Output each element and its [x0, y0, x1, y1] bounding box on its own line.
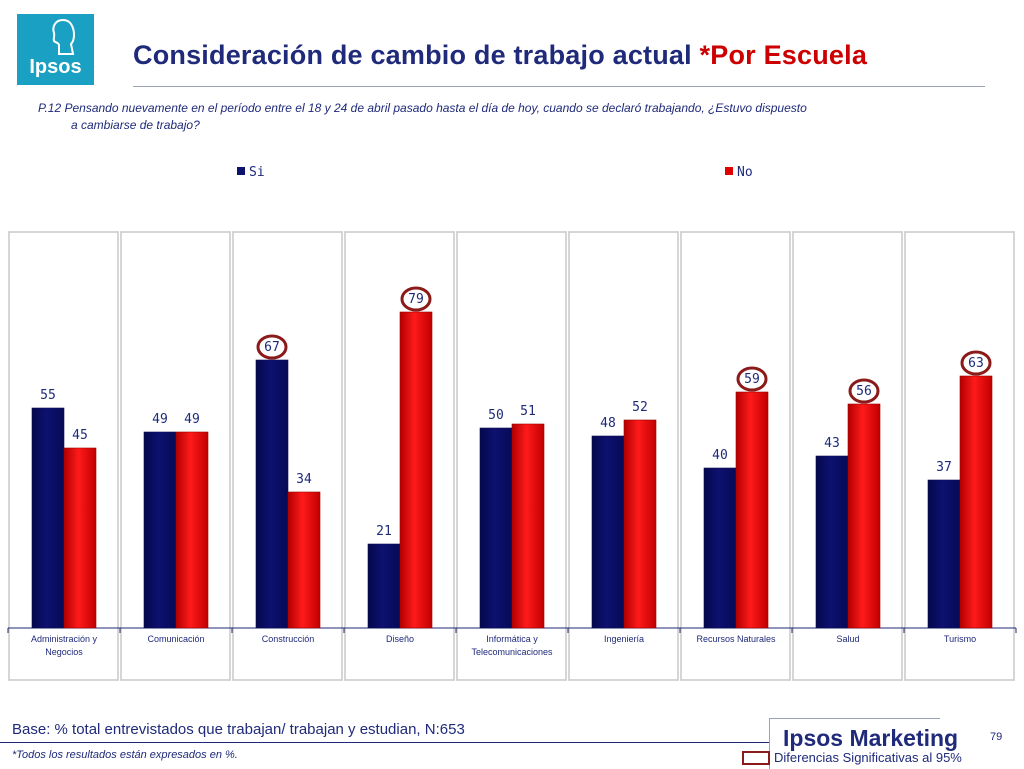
logo-text: Ipsos — [29, 56, 82, 78]
category-label: Negocios — [45, 647, 83, 657]
data-label-si: 55 — [40, 388, 56, 403]
data-label-no: 79 — [408, 292, 424, 307]
bar-si — [591, 435, 625, 629]
category-label: Salud — [836, 634, 859, 644]
data-label-si: 48 — [600, 416, 616, 431]
footer-divider — [0, 742, 770, 743]
bar-no — [847, 403, 881, 629]
question-line-2: a cambiarse de trabajo? — [71, 118, 200, 132]
bar-no — [175, 431, 209, 629]
category-panel — [456, 231, 567, 681]
category-label: Recursos Naturales — [696, 634, 776, 644]
category-label: Informática y — [486, 634, 538, 644]
question-line-1: P.12 Pensando nuevamente en el período e… — [38, 101, 807, 115]
category-label: Administración y — [31, 634, 98, 644]
head-silhouette-icon — [52, 18, 75, 55]
bar-no — [287, 491, 321, 629]
significance-circle — [960, 350, 992, 376]
data-label-si: 37 — [936, 460, 952, 475]
category-panel — [568, 231, 679, 681]
title-highlight: *Por Escuela — [699, 40, 868, 70]
category-panel — [680, 231, 791, 681]
bar-no — [399, 311, 433, 629]
title-divider — [133, 86, 985, 87]
category-label: Comunicación — [147, 634, 204, 644]
data-label-si: 49 — [152, 412, 168, 427]
data-label-no: 51 — [520, 404, 536, 419]
brand-name: Ipsos Marketing — [783, 725, 959, 751]
bar-si — [927, 479, 961, 629]
legend-swatch-si — [237, 167, 245, 175]
category-panel — [344, 231, 455, 681]
bar-si — [31, 407, 65, 629]
brand-box — [769, 718, 940, 769]
bar-si — [703, 467, 737, 629]
category-panel — [904, 231, 1015, 681]
significance-circle — [256, 334, 288, 360]
significance-circle — [848, 378, 880, 404]
bar-no — [735, 391, 769, 629]
results-note: *Todos los resultados están expresados e… — [12, 749, 238, 761]
significance-legend-marker — [742, 750, 770, 765]
category-panel — [232, 231, 343, 681]
bar-si — [479, 427, 513, 629]
legend-label-no: No — [737, 165, 753, 180]
category-label: Telecomunicaciones — [471, 647, 553, 657]
data-label-si: 67 — [264, 340, 280, 355]
base-note: Base: % total entrevistados que trabajan… — [12, 721, 465, 738]
significance-legend-label: Diferencias Significativas al 95% — [774, 750, 962, 765]
legend-label-si: Si — [249, 165, 265, 180]
ipsos-logo: Ipsos — [17, 14, 94, 85]
significance-legend: Diferencias Significativas al 95% — [742, 750, 962, 765]
data-label-si: 50 — [488, 408, 504, 423]
page-number: 79 — [990, 731, 1003, 743]
significance-circle — [400, 286, 432, 312]
data-label-si: 21 — [376, 524, 392, 539]
bar-si — [143, 431, 177, 629]
data-label-si: 40 — [712, 448, 728, 463]
question-text: P.12 Pensando nuevamente en el período e… — [38, 100, 968, 134]
data-label-no: 52 — [632, 400, 648, 415]
category-label: Diseño — [386, 634, 414, 644]
data-label-no: 59 — [744, 372, 760, 387]
page-title: Consideración de cambio de trabajo actua… — [133, 40, 867, 71]
legend-swatch-no — [725, 167, 733, 175]
bar-no — [959, 375, 993, 629]
bar-si — [255, 359, 289, 629]
data-label-no: 49 — [184, 412, 200, 427]
category-label: Ingeniería — [604, 634, 644, 644]
category-label: Turismo — [944, 634, 976, 644]
data-label-no: 56 — [856, 384, 872, 399]
category-panel — [120, 231, 231, 681]
category-label: Construcción — [262, 634, 315, 644]
data-label-no: 45 — [72, 428, 88, 443]
data-label-si: 43 — [824, 436, 840, 451]
data-label-no: 63 — [968, 356, 984, 371]
bar-no — [511, 423, 545, 629]
category-panel — [792, 231, 903, 681]
title-main: Consideración de cambio de trabajo actua… — [133, 40, 700, 70]
bar-no — [623, 419, 657, 629]
bar-si — [367, 543, 401, 629]
significance-circle — [736, 366, 768, 392]
data-label-no: 34 — [296, 472, 312, 487]
category-panel — [8, 231, 119, 681]
bar-si — [815, 455, 849, 629]
bar-chart: Si No 55 45 Administración y Negocios 49 49 Comu… — [7, 165, 1017, 681]
bar-no — [63, 447, 97, 629]
